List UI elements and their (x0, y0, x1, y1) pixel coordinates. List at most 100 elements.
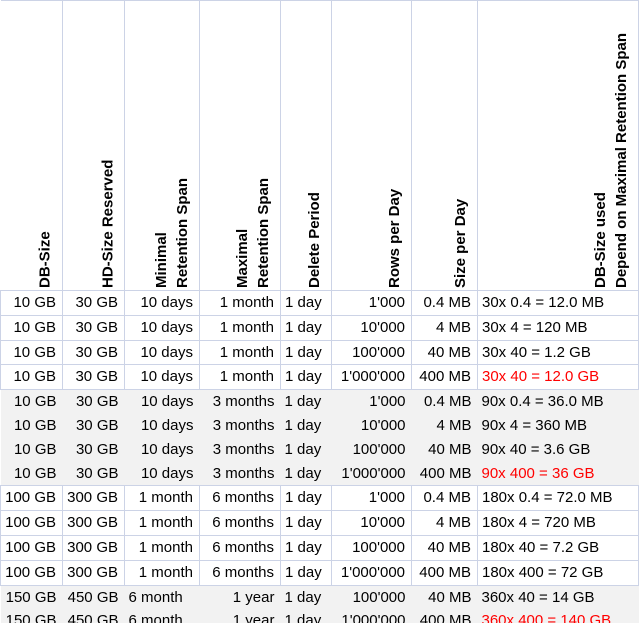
table-cell: 360x 400 = 140 GB (477, 609, 639, 623)
col-header-rows-per-day: Rows per Day (331, 0, 412, 291)
table-cell: 30 GB (62, 364, 125, 391)
table-cell: 1 month (199, 364, 281, 391)
col-header-delete-period: Delete Period (280, 0, 332, 291)
table-cell: 4 MB (411, 413, 478, 438)
table-cell: 1'000'000 (331, 559, 412, 586)
table-cell: 10 days (124, 389, 200, 414)
table-cell: 1 month (124, 534, 200, 561)
table-row: 10 GB 30 GB 10 days 3 months 1 day 10'000 4 MB… (0, 413, 639, 438)
table-cell: 1 day (280, 437, 332, 462)
table-cell: 90x 0.4 = 36.0 MB (477, 389, 639, 414)
table-cell: 6 months (199, 485, 281, 512)
table-cell: 10 days (124, 413, 200, 438)
table-cell: 30x 4 = 120 MB (477, 314, 639, 341)
table-cell: 100'000 (331, 585, 412, 610)
table-cell: 150 GB (0, 585, 63, 610)
table-cell: 6 months (199, 559, 281, 586)
table-row: 100 GB 300 GB 1 month 6 months 1 day 1'000 0.4… (0, 485, 639, 512)
table-cell: 10'000 (331, 314, 412, 341)
table-row: 10 GB 30 GB 10 days 1 month 1 day 10'000 4 MB 3… (0, 314, 639, 341)
table-cell: 300 GB (62, 510, 125, 536)
table-row: 150 GB 450 GB 6 month 1 year 1 day 1'000'000 4… (0, 609, 639, 623)
table-cell: 1'000 (331, 290, 412, 316)
table-cell: 10'000 (331, 413, 412, 438)
table-cell: 1 day (280, 559, 332, 586)
header-label-line: Minimal (153, 232, 170, 288)
table-row: 100 GB 300 GB 1 month 6 months 1 day 100'000 4… (0, 534, 639, 561)
table-cell: 100'000 (331, 437, 412, 462)
table-cell: 3 months (199, 437, 281, 462)
table-cell: 1'000'000 (331, 609, 412, 623)
header-label-line: Depend on Maximal Retention Span (613, 32, 630, 288)
table-cell: 400 MB (411, 461, 478, 486)
table-cell: 30 GB (62, 389, 125, 414)
table-row: 100 GB 300 GB 1 month 6 months 1 day 1'000'00… (0, 559, 639, 586)
table-cell: 1'000'000 (331, 364, 412, 391)
table-cell: 4 MB (411, 510, 478, 536)
table-cell: 1 day (280, 461, 332, 486)
table-cell: 30 GB (62, 461, 125, 486)
table-cell: 10 days (124, 314, 200, 341)
table-cell: 30 GB (62, 314, 125, 341)
table-cell: 1 day (280, 314, 332, 341)
table-cell: 180x 0.4 = 72.0 MB (477, 485, 639, 512)
table-body: 10 GB 30 GB 10 days 1 month 1 day 1'000 0.4 MB… (0, 290, 639, 623)
table-cell: 10 days (124, 290, 200, 316)
table-cell: 10 GB (0, 461, 63, 486)
table-cell: 1 year (199, 585, 281, 610)
table-cell: 100'000 (331, 339, 412, 366)
header-label-line: HD-Size Reserved (99, 159, 116, 288)
table-cell: 1 month (124, 485, 200, 512)
table-cell: 400 MB (411, 609, 478, 623)
table-row: 10 GB 30 GB 10 days 3 months 1 day 100'000 40 … (0, 437, 639, 462)
table-cell: 180x 400 = 72 GB (477, 559, 639, 586)
table-cell: 1 month (199, 314, 281, 341)
table-cell: 3 months (199, 413, 281, 438)
table-cell: 40 MB (411, 437, 478, 462)
col-header-maximal-retention-span: Maximal Retention Span (199, 0, 281, 291)
header-label-line: DB-Size (37, 231, 54, 288)
table-row: 100 GB 300 GB 1 month 6 months 1 day 10'000 4 … (0, 510, 639, 536)
header-label-line: Retention Span (255, 177, 272, 288)
table-row: 10 GB 30 GB 10 days 1 month 1 day 1'000'000 40… (0, 364, 639, 391)
header-row: DB-Size HD-Size Reserved Minimal Retenti… (0, 0, 639, 291)
table-cell: 30 GB (62, 437, 125, 462)
header-label-line: Size per Day (452, 198, 469, 288)
table-cell: 6 months (199, 534, 281, 561)
table-cell: 400 MB (411, 364, 478, 391)
table-cell: 1 year (199, 609, 281, 623)
table-cell: 30x 40 = 1.2 GB (477, 339, 639, 366)
table-cell: 1 day (280, 534, 332, 561)
table-cell: 1 day (280, 339, 332, 366)
table-cell: 300 GB (62, 534, 125, 561)
table-cell: 1 day (280, 485, 332, 512)
table-cell: 1 day (280, 510, 332, 536)
col-header-db-size-used: DB-Size used Depend on Maximal Retention… (477, 0, 639, 291)
rotated-header-label: DB-Size (35, 231, 56, 288)
header-label-line: DB-Size used (592, 192, 609, 288)
table-cell: 100 GB (0, 485, 63, 512)
table-row: 10 GB 30 GB 10 days 1 month 1 day 1'000 0.4 MB… (0, 290, 639, 316)
table-cell: 1'000 (331, 485, 412, 512)
table-cell: 4 MB (411, 314, 478, 341)
rotated-header-label: Maximal Retention Span (232, 178, 274, 288)
rotated-header-label: DB-Size used Depend on Maximal Retention… (590, 33, 632, 288)
table-cell: 6 month (124, 609, 200, 623)
table-cell: 10 days (124, 437, 200, 462)
col-header-hd-size-reserved: HD-Size Reserved (62, 0, 125, 291)
table-cell: 30 GB (62, 413, 125, 438)
table-cell: 1 month (199, 290, 281, 316)
table-cell: 90x 4 = 360 MB (477, 413, 639, 438)
table-cell: 40 MB (411, 585, 478, 610)
table-cell: 10 GB (0, 339, 63, 366)
table-cell: 10 GB (0, 413, 63, 438)
col-header-minimal-retention-span: Minimal Retention Span (124, 0, 200, 291)
table-cell: 1'000 (331, 389, 412, 414)
table-cell: 1 day (280, 585, 332, 610)
table-cell: 10 GB (0, 364, 63, 391)
table-cell: 30x 40 = 12.0 GB (477, 364, 639, 391)
table-cell: 30 GB (62, 290, 125, 316)
rotated-header-label: HD-Size Reserved (97, 160, 118, 288)
table-cell: 100 GB (0, 559, 63, 586)
